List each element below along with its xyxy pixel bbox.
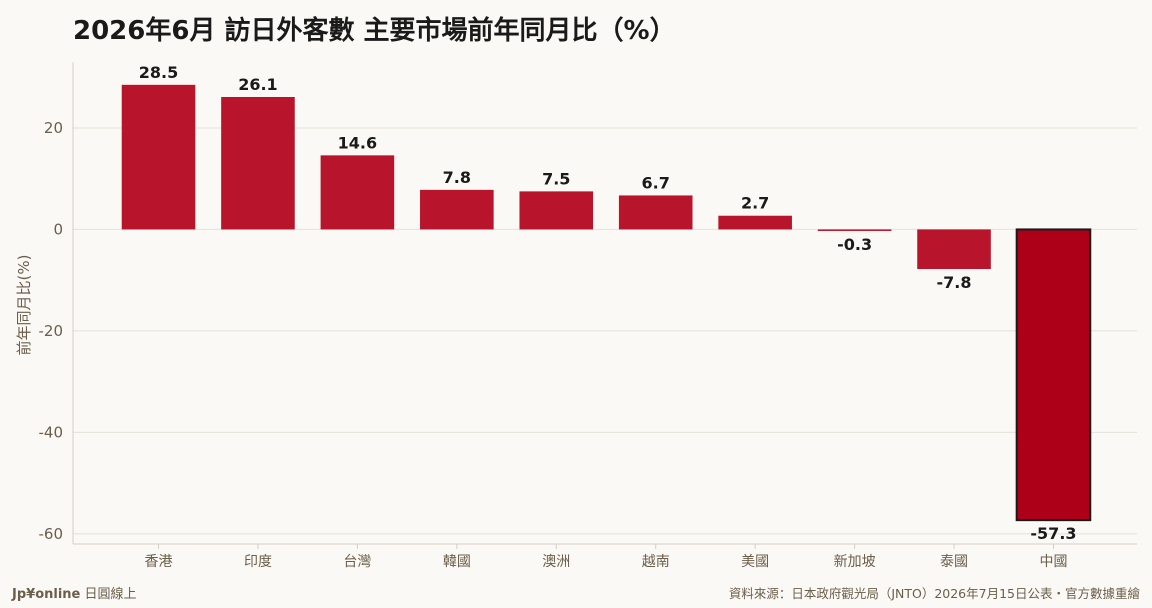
x-tick-label: 韓國: [443, 554, 471, 570]
y-tick-label: -60: [39, 525, 64, 543]
y-tick-label: -20: [39, 322, 64, 340]
value-labels: 28.5 26.1 14.6 7.8 7.5 6.7 2.7 -0.3 -7.8 -57.3: [139, 63, 1077, 543]
value-label: -57.3: [1030, 524, 1076, 543]
data-source: 資料來源：日本政府觀光局（JNTO）2026年7月15日公表・官方數據重繪: [728, 586, 1140, 601]
y-tick-label: 20: [44, 119, 63, 137]
bar-1: [221, 97, 295, 230]
y-tick-label: 0: [53, 220, 63, 238]
brand-logo-text: Jp¥online: [12, 587, 81, 602]
x-tick-label: 澳洲: [542, 554, 570, 570]
x-tick-label: 泰國: [940, 554, 968, 570]
bar-7: [817, 229, 892, 231]
bar-5: [618, 195, 693, 230]
x-tick-label: 越南: [642, 554, 670, 570]
x-tick-label: 印度: [244, 554, 272, 570]
bar-8: [917, 229, 991, 270]
bar-0: [121, 84, 196, 230]
x-tick-label: 中國: [1039, 554, 1067, 570]
value-label: -0.3: [837, 235, 872, 254]
value-label: 2.7: [741, 194, 769, 213]
value-label: 28.5: [139, 63, 178, 82]
axes: 20 0 -20 -40 -60 香港 印度 台灣 韓國 澳洲 越南 美國 新加坡 泰國 中國: [39, 62, 1137, 570]
y-axis-label: 前年同月比(%): [15, 255, 33, 356]
x-tick-label: 新加坡: [834, 554, 876, 570]
brand-suffix: 日圓線上: [84, 587, 137, 602]
bars: [121, 84, 1092, 522]
bar-6: [718, 215, 792, 230]
value-label: 7.5: [542, 169, 570, 188]
y-tick-label: -40: [39, 423, 64, 441]
value-label: 14.6: [338, 133, 377, 152]
x-tick-label: 美國: [741, 554, 769, 570]
bar-2: [320, 155, 395, 230]
bar-9: [1015, 228, 1092, 522]
chart-title: 2026年6月 訪日外客數 主要市場前年同月比（%）: [73, 16, 676, 46]
bar-4: [519, 191, 594, 230]
value-label: 7.8: [443, 168, 471, 187]
bar-3: [420, 189, 494, 230]
value-label: -7.8: [937, 273, 972, 292]
value-label: 6.7: [642, 173, 670, 192]
footer-brand: Jp¥online 日圓線上: [12, 583, 137, 602]
value-label: 26.1: [238, 75, 277, 94]
x-tick-label: 台灣: [343, 554, 371, 570]
x-tick-label: 香港: [145, 554, 173, 570]
